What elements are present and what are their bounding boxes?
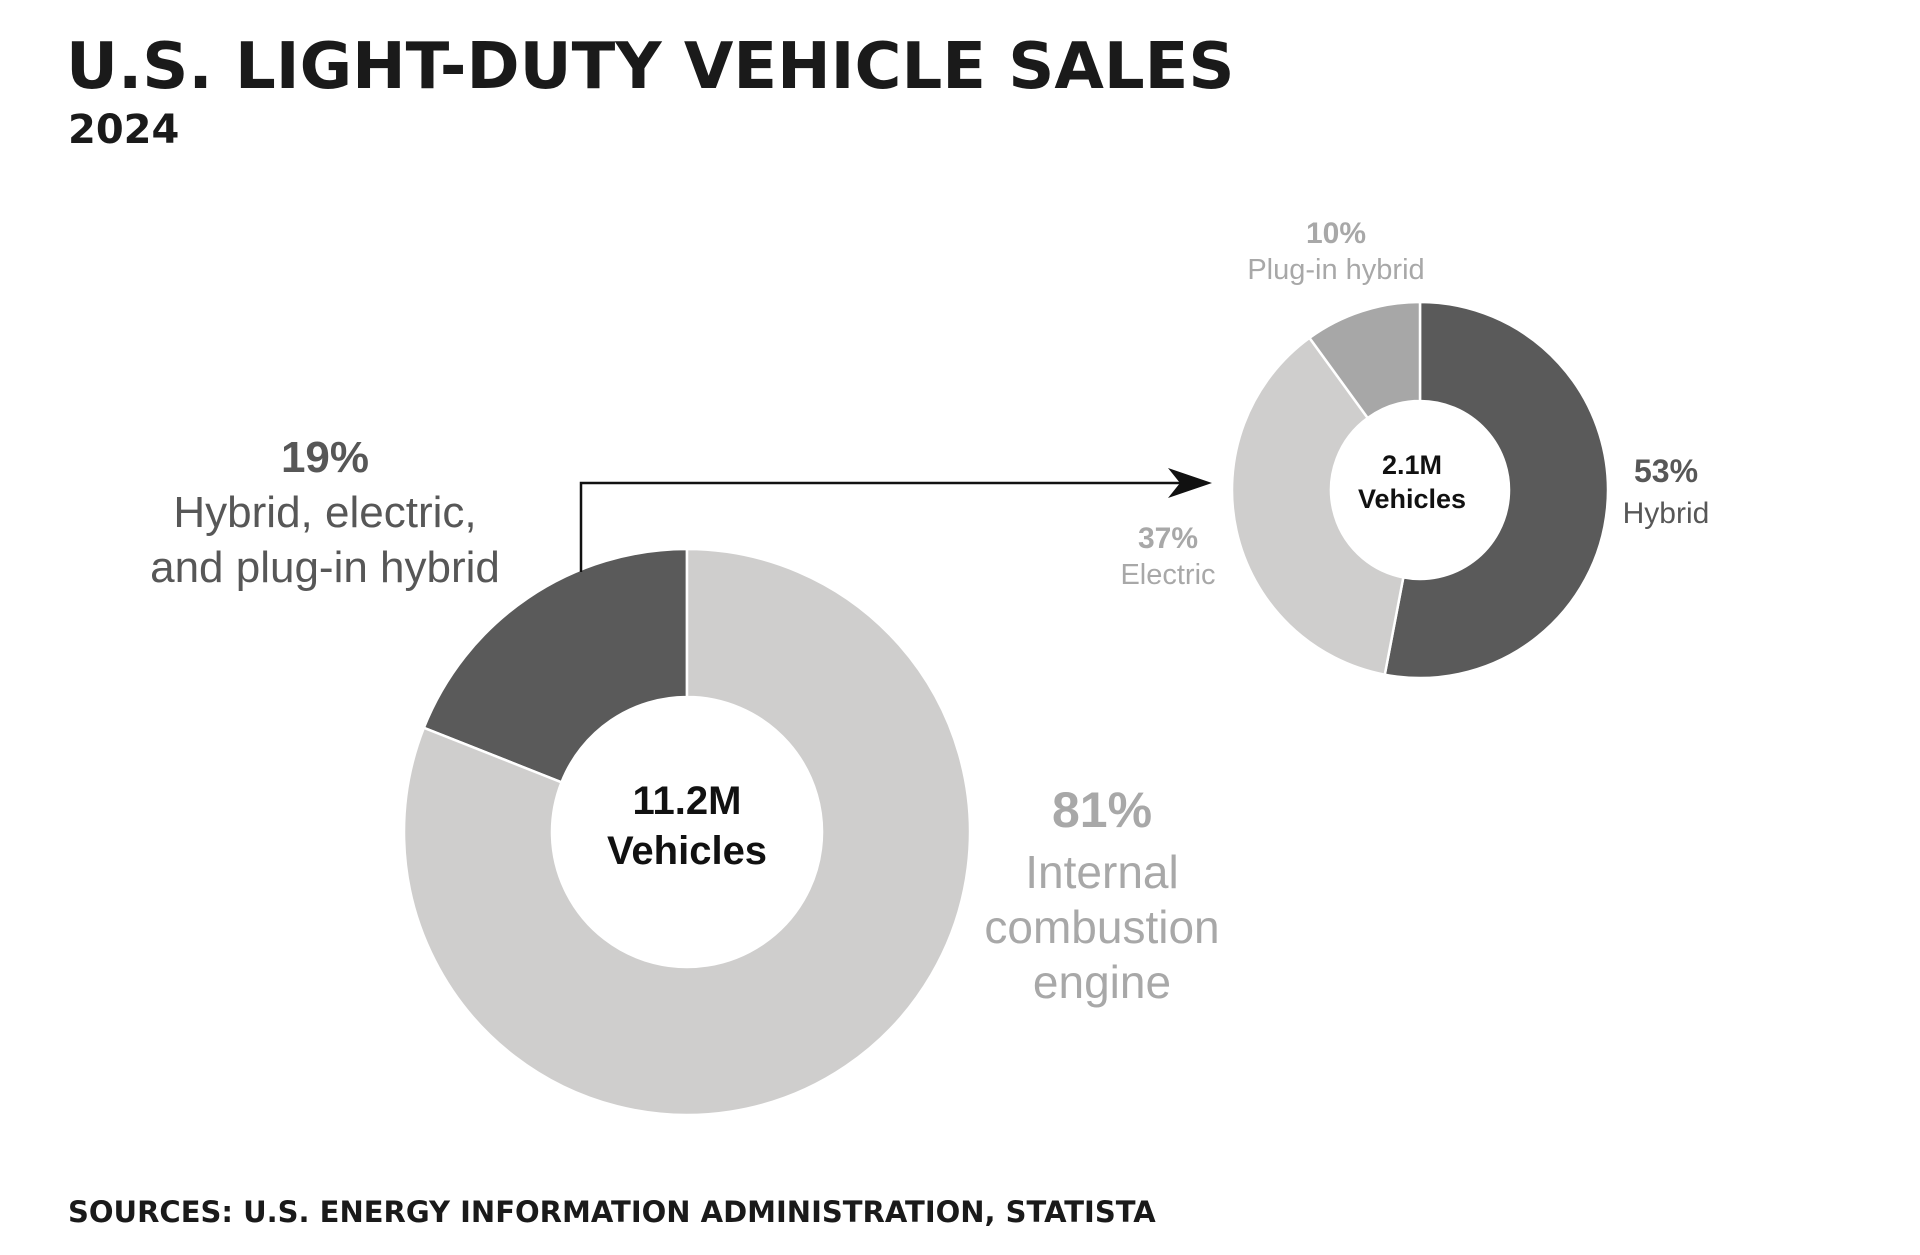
main-slice-label-ice-line3: engine [1033, 956, 1171, 1008]
main-slice-label-alt-line2: and plug-in hybrid [150, 543, 500, 592]
breakdown-label-plugin: Plug-in hybrid [1247, 254, 1424, 286]
sources-note: SOURCES: U.S. ENERGY INFORMATION ADMINIS… [68, 1195, 1156, 1229]
breakdown-donut-chart [1230, 300, 1610, 680]
breakdown-center-total: 2.1M [1382, 450, 1442, 480]
main-slice-label-ice-line2: combustion [984, 901, 1219, 953]
donut-slice-hybrid-electric [422, 547, 689, 784]
main-slice-pct-ice: 81% [1052, 782, 1152, 838]
donut-slice-electric [1230, 336, 1405, 677]
breakdown-center-unit: Vehicles [1358, 484, 1466, 514]
connector-arrow-line [579, 481, 1180, 572]
chart-title: U.S. LIGHT-DUTY VEHICLE SALES [66, 30, 1234, 104]
breakdown-pct-hybrid: 53% [1634, 453, 1698, 489]
donut-slice-plug-in-hybrid [1307, 300, 1422, 420]
breakdown-label-electric: Electric [1120, 559, 1215, 591]
breakdown-pct-electric: 37% [1138, 522, 1198, 555]
arrow-head-icon [1168, 468, 1212, 498]
main-center-total: 11.2M [633, 779, 742, 823]
main-center-unit: Vehicles [607, 829, 767, 873]
main-donut-chart [402, 547, 972, 1117]
donut-slice-internal-combustion [402, 547, 972, 1117]
main-slice-pct-alt: 19% [281, 433, 369, 482]
main-slice-label-alt-line1: Hybrid, electric, [173, 488, 476, 537]
main-slice-label-ice-line1: Internal [1025, 846, 1178, 898]
chart-subtitle: 2024 [68, 107, 179, 153]
donut-slice-hybrid [1383, 300, 1610, 680]
breakdown-pct-plugin: 10% [1306, 217, 1366, 250]
breakdown-label-hybrid: Hybrid [1623, 497, 1710, 530]
